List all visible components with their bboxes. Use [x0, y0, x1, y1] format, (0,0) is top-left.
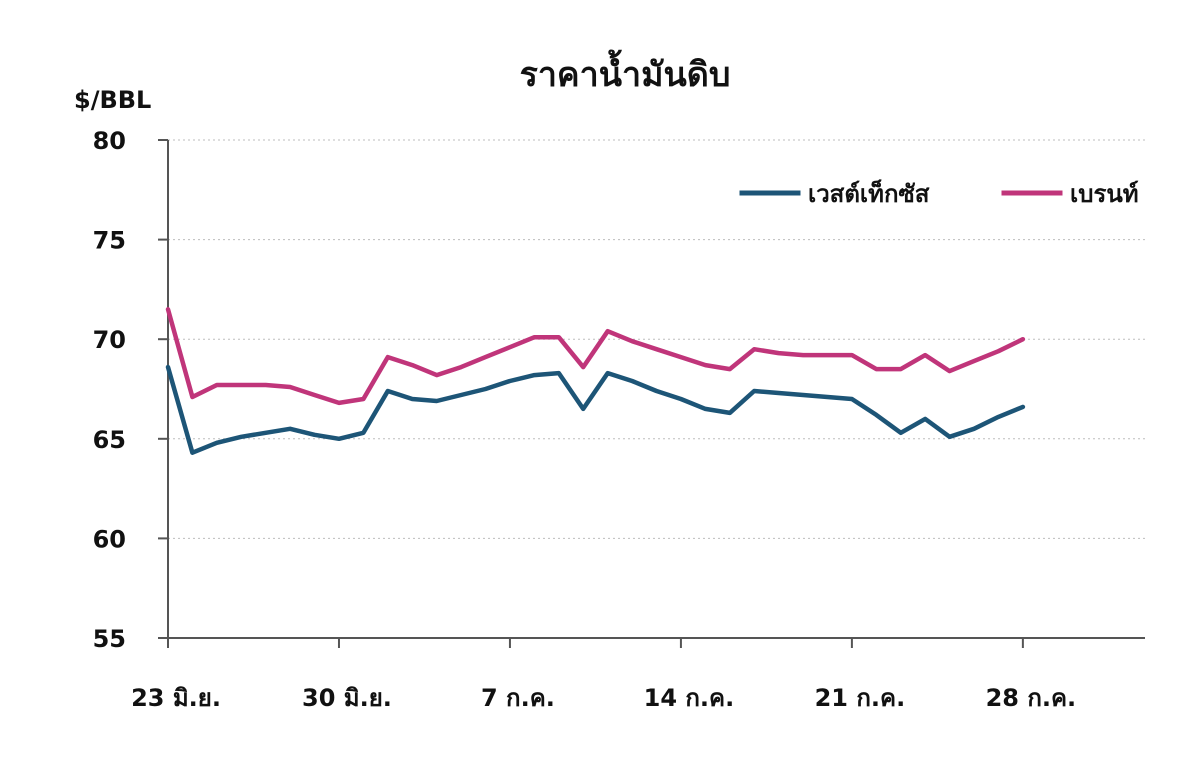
x-tick-label-0: 23 มิ.ย.: [131, 684, 221, 712]
y-axis-unit-label: $/BBL: [74, 86, 151, 114]
horizontal-gridlines: [168, 139, 1145, 539]
series-lines: [165, 307, 1026, 455]
y-tick-label-80: 80: [93, 127, 126, 155]
x-tick-label-5: 28 ก.ค.: [986, 684, 1077, 712]
series-line-west-texas: [165, 364, 1026, 455]
legend-label-brent: เบรนท์: [1070, 180, 1139, 208]
y-tick-label-70: 70: [93, 326, 126, 354]
legend: เวสต์เท็กซัส เบรนท์: [739, 179, 1139, 208]
y-tick-label-55: 55: [93, 625, 126, 653]
x-tick-label-3: 14 ก.ค.: [644, 684, 735, 712]
chart-axes: [158, 139, 1145, 648]
x-axis-tick-labels: 23 มิ.ย. 30 มิ.ย. 7 ก.ค. 14 ก.ค. 21 ก.ค. 28 ก…: [131, 684, 1076, 712]
x-tick-label-1: 30 มิ.ย.: [302, 684, 392, 712]
legend-label-west-texas: เวสต์เท็กซัส: [808, 179, 930, 208]
y-tick-label-65: 65: [93, 426, 126, 454]
y-tick-label-75: 75: [93, 227, 126, 255]
chart-title: ราคาน้ำมันดิบ: [520, 49, 731, 95]
y-axis-tick-labels: 55 60 65 70 75 80: [93, 127, 126, 653]
series-line-brent: [165, 307, 1026, 406]
y-tick-label-60: 60: [93, 525, 126, 553]
x-tick-label-2: 7 ก.ค.: [481, 684, 555, 712]
x-tick-label-4: 21 ก.ค.: [815, 684, 906, 712]
